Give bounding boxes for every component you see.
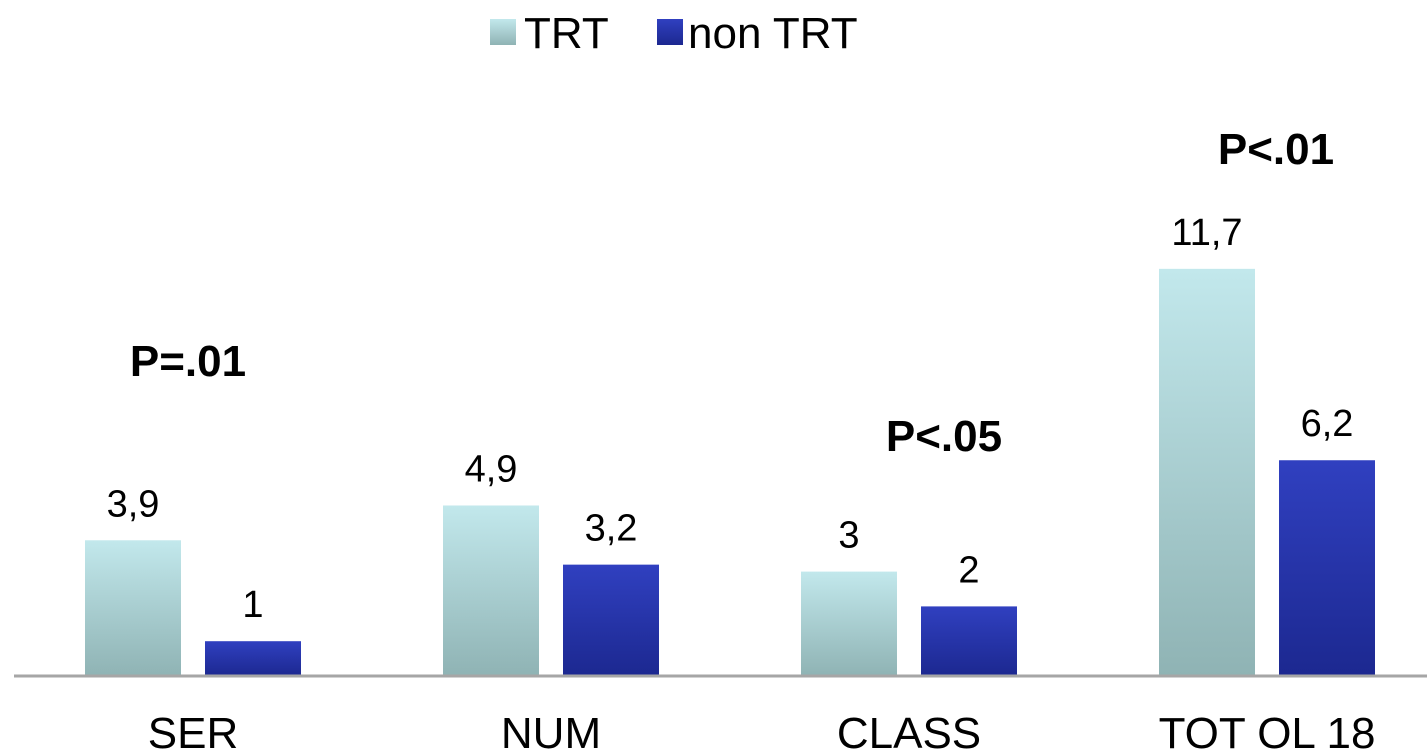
category-label-1: NUM: [501, 709, 601, 756]
value-label-0-0: 3,9: [107, 483, 160, 525]
legend-label-1: non TRT: [688, 9, 858, 58]
value-label-1-0: 1: [242, 584, 263, 626]
value-label-0-1: 4,9: [465, 448, 518, 490]
value-label-1-1: 3,2: [585, 508, 638, 550]
legend: TRT non TRT: [490, 9, 858, 58]
bar-non-trt-0: [205, 641, 301, 676]
bar-trt-1: [443, 505, 539, 676]
category-label-0: SER: [148, 709, 238, 756]
value-label-0-2: 3: [838, 515, 859, 557]
value-label-1-3: 6,2: [1301, 403, 1354, 445]
legend-swatch-0: [490, 19, 516, 45]
p-value-annotation-2: P<.05: [886, 412, 1002, 461]
category-label-2: CLASS: [837, 709, 981, 756]
value-label-0-3: 11,7: [1171, 212, 1242, 254]
category-labels-group: SER NUM CLASS TOT OL 18: [148, 709, 1376, 756]
value-labels-group: 3,9 1 4,9 3,2 3 2 11,7 6,2: [107, 212, 1354, 626]
p-value-annotation-0: P=.01: [130, 337, 246, 386]
value-label-1-2: 2: [958, 549, 979, 591]
legend-label-0: TRT: [524, 9, 609, 58]
bar-non-trt-2: [921, 606, 1017, 676]
bar-trt-0: [85, 540, 181, 676]
annotations-group: P=.01 P<.05 P<.01: [130, 125, 1334, 461]
bar-trt-3: [1159, 268, 1255, 676]
bars-group: [85, 268, 1375, 676]
p-value-annotation-3: P<.01: [1218, 125, 1334, 174]
category-label-3: TOT OL 18: [1159, 709, 1376, 756]
bar-non-trt-3: [1279, 460, 1375, 676]
legend-swatch-1: [657, 19, 683, 45]
bar-non-trt-1: [563, 564, 659, 676]
bar-trt-2: [801, 571, 897, 676]
